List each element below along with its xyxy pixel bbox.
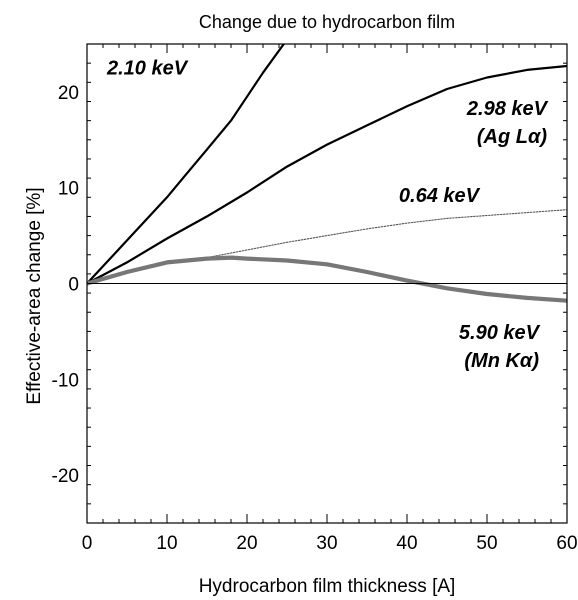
x-axis-title: Hydrocarbon film thickness [A] (199, 576, 456, 597)
y-tick-label: 10 (58, 179, 79, 200)
y-axis-title: Effective-area change [%] (24, 187, 45, 404)
series-line-0-64-kev (87, 209, 567, 285)
series-layer (87, 44, 567, 303)
series-labels-layer: 2.10 keV 2.98 keV (Ag Lα) 0.64 keV 5.90 keV (… (106, 58, 549, 372)
x-tick-label: 50 (476, 533, 497, 554)
chart-title: Change due to hydrocarbon film (199, 12, 455, 32)
ticks-layer (86, 43, 568, 524)
x-tick-label: 60 (556, 533, 577, 554)
x-tick-label: 0 (82, 533, 93, 554)
series-label: 2.10 keV (106, 58, 189, 80)
x-tick-label: 10 (156, 533, 177, 554)
y-tick-label: -10 (52, 370, 79, 391)
series-line-5-90-kev (87, 255, 567, 303)
y-tick-label: 20 (58, 83, 79, 104)
series-line-2-98-kev (87, 64, 567, 285)
y-tick-label: 0 (68, 275, 79, 296)
x-tick-label: 40 (396, 533, 417, 554)
series-label: 5.90 keV (459, 322, 541, 344)
x-tick-label: 20 (236, 533, 257, 554)
series-label: 2.98 keV (466, 98, 549, 120)
y-tick-label: -20 (52, 466, 79, 487)
series-label: 0.64 keV (399, 185, 481, 207)
series-label: (Mn Kα) (464, 350, 539, 372)
series-label: (Ag Lα) (477, 126, 547, 148)
tick-labels-layer: 0 10 20 30 40 50 60 -20 -10 0 10 20 (52, 83, 578, 554)
series-line-2-10-kev (87, 44, 285, 285)
x-tick-label: 30 (316, 533, 337, 554)
